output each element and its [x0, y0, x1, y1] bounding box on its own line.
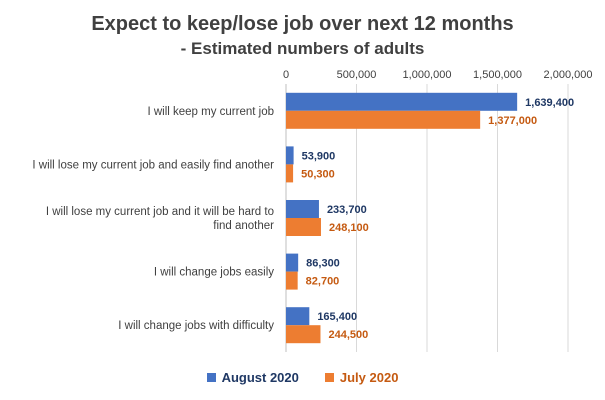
category-label: I will change jobs easily — [154, 267, 274, 279]
bar-july — [286, 325, 321, 344]
chart-subtitle: - Estimated numbers of adults — [180, 39, 425, 58]
data-label-july: 82,700 — [306, 276, 340, 288]
bar-august — [286, 307, 310, 326]
x-tick-label: 500,000 — [337, 69, 377, 81]
data-label-august: 233,700 — [327, 204, 367, 216]
chart-title: Expect to keep/lose job over next 12 mon… — [91, 13, 514, 35]
category-label: find another — [213, 220, 274, 232]
legend-item-july: July 2020 — [324, 370, 399, 385]
category-label: I will lose my current job and easily fi… — [32, 159, 274, 171]
category-label: I will change jobs with difficulty — [118, 320, 274, 332]
category-label: I will lose my current job and it will b… — [46, 206, 274, 218]
bar-august — [286, 92, 518, 111]
bar-july — [286, 271, 298, 290]
bar-july — [286, 164, 294, 183]
data-label-august: 1,639,400 — [525, 97, 574, 109]
x-tick-label: 1,500,000 — [473, 69, 522, 81]
bar-august — [286, 146, 294, 165]
bar-july — [286, 218, 321, 236]
legend-label-july: July 2020 — [339, 370, 399, 385]
legend-swatch-august — [206, 373, 216, 382]
legend-item-august: August 2020 — [206, 370, 299, 385]
bar-august — [286, 253, 299, 272]
data-label-july: 248,100 — [329, 222, 369, 234]
data-label-august: 53,900 — [302, 150, 336, 162]
data-label-august: 86,300 — [306, 258, 340, 270]
legend: August 2020 July 2020 — [0, 370, 605, 385]
bar-august — [286, 200, 319, 218]
category-label: I will keep my current job — [147, 106, 274, 118]
legend-label-august: August 2020 — [221, 370, 299, 385]
data-label-july: 1,377,000 — [488, 115, 537, 127]
x-tick-label: 2,000,000 — [544, 69, 593, 81]
data-label-july: 244,500 — [328, 329, 368, 341]
x-tick-label: 0 — [283, 69, 289, 81]
data-label-august: 165,400 — [317, 311, 357, 323]
legend-swatch-july — [324, 373, 334, 382]
x-tick-label: 1,000,000 — [403, 69, 452, 81]
data-label-july: 50,300 — [301, 168, 335, 180]
bar-july — [286, 110, 481, 129]
